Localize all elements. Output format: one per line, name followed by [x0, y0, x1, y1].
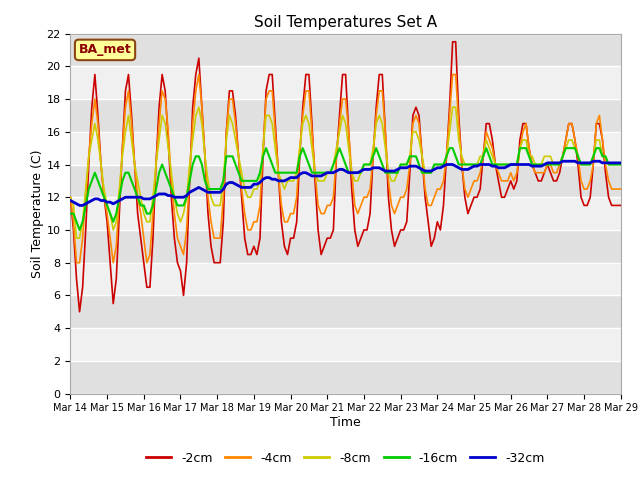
Text: BA_met: BA_met	[79, 43, 131, 56]
Y-axis label: Soil Temperature (C): Soil Temperature (C)	[31, 149, 44, 278]
Bar	[70, 34, 621, 66]
Bar	[70, 66, 621, 99]
Bar	[70, 132, 621, 165]
Bar	[70, 165, 621, 197]
Title: Soil Temperatures Set A: Soil Temperatures Set A	[254, 15, 437, 30]
Legend: -2cm, -4cm, -8cm, -16cm, -32cm: -2cm, -4cm, -8cm, -16cm, -32cm	[141, 447, 550, 469]
X-axis label: Time: Time	[330, 416, 361, 429]
Bar	[70, 99, 621, 132]
Bar	[70, 230, 621, 263]
Bar	[70, 361, 621, 394]
Bar	[70, 328, 621, 361]
Bar	[70, 263, 621, 295]
Bar	[70, 197, 621, 230]
Bar	[70, 295, 621, 328]
